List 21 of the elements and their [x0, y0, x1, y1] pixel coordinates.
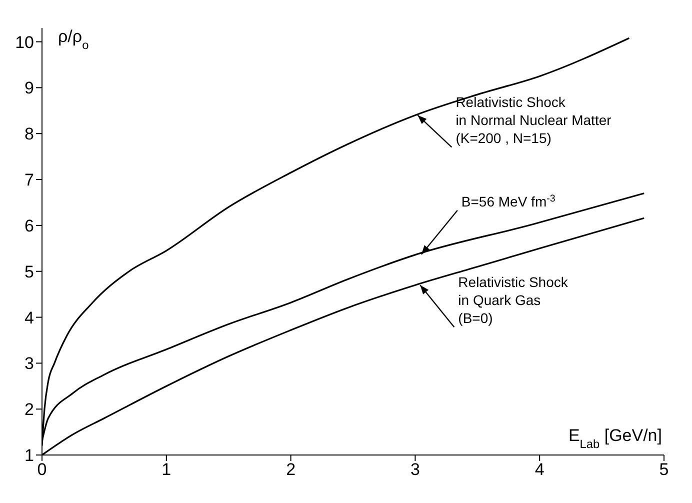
- x-tick-label: 3: [410, 460, 420, 480]
- annotation: Relativistic Shock in Normal Nuclear Matter (K=200 , N=15): [456, 94, 612, 146]
- x-axis-title: E$_{Lab}$ [GeV/n]: [568, 426, 662, 451]
- y-tick-label: 10: [15, 32, 34, 52]
- y-tick-label: 9: [24, 78, 34, 98]
- annotation: B=56 MeV fm$^{-3}$: [461, 192, 556, 210]
- y-tick-label: 1: [24, 446, 34, 466]
- y-axis-title: ρ/ρ$_{o}$: [58, 27, 90, 52]
- y-tick-label: 3: [24, 354, 34, 374]
- x-tick-label: 4: [534, 460, 544, 480]
- x-tick-label: 5: [659, 460, 669, 480]
- x-tick-label: 1: [162, 460, 172, 480]
- annotation: Relativistic Shock in Quark Gas (B=0): [458, 274, 569, 326]
- y-tick-label: 2: [24, 400, 34, 420]
- y-tick-label: 5: [24, 262, 34, 282]
- y-tick-label: 6: [24, 216, 34, 236]
- y-tick-label: 8: [24, 124, 34, 144]
- y-tick-label: 4: [24, 308, 34, 328]
- x-tick-label: 0: [37, 460, 47, 480]
- y-tick-label: 7: [24, 170, 34, 190]
- x-tick-label: 2: [286, 460, 296, 480]
